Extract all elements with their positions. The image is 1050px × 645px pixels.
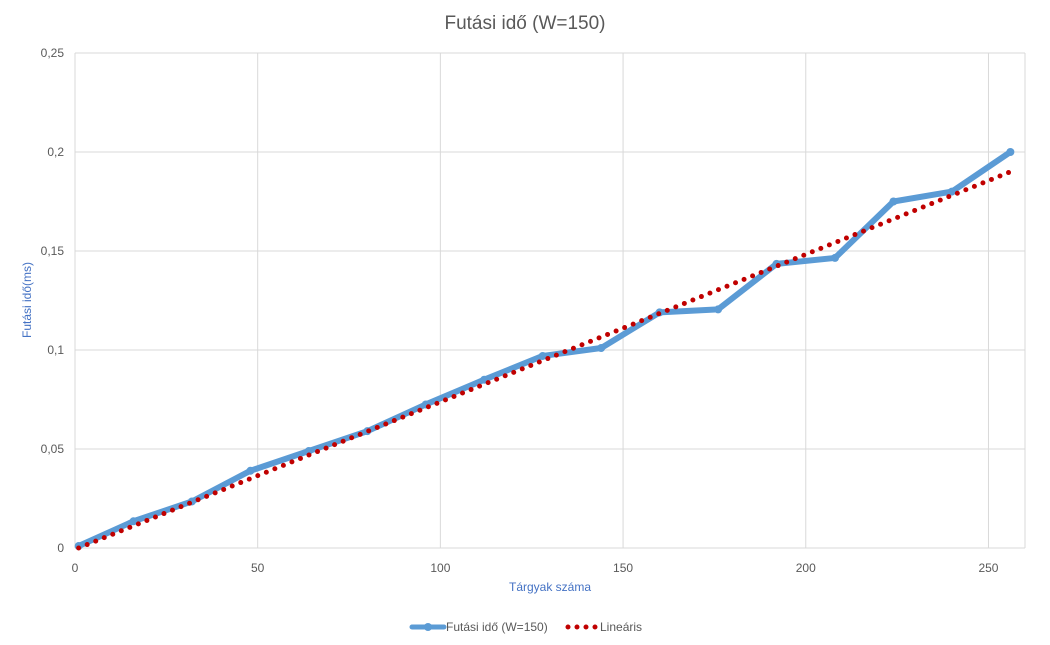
legend-label: Lineáris — [600, 620, 642, 634]
gridlines — [74, 52, 1026, 549]
data-point — [947, 187, 956, 196]
y-tick-label: 0,1 — [47, 343, 64, 357]
data-point — [889, 197, 898, 206]
x-axis-title: Tárgyak száma — [509, 580, 591, 594]
y-tick-label: 0,25 — [41, 46, 65, 60]
y-tick-label: 0 — [57, 541, 64, 555]
legend-label: Futási idő (W=150) — [446, 620, 548, 634]
data-point — [129, 517, 138, 526]
data-point — [304, 446, 313, 455]
axes: 0 0,05 0,1 0,15 0,2 0,25 0 50 100 150 200 250 — [41, 46, 999, 575]
data-point — [1006, 148, 1015, 156]
x-tick-label: 0 — [72, 561, 79, 575]
x-tick-label: 250 — [978, 561, 998, 575]
data-point — [597, 344, 606, 353]
x-tick-label: 100 — [430, 561, 450, 575]
legend: Futási idő (W=150) Lineáris — [409, 620, 642, 634]
x-tick-label: 50 — [251, 561, 265, 575]
x-tick-label: 150 — [613, 561, 633, 575]
data-point — [246, 466, 255, 475]
y-tick-label: 0,05 — [41, 442, 65, 456]
data-point — [538, 351, 547, 360]
legend-point-marker — [424, 623, 432, 631]
data-point — [831, 253, 839, 262]
x-tick-label: 200 — [796, 561, 816, 575]
line-series — [75, 149, 1014, 550]
y-tick-label: 0,15 — [41, 244, 65, 258]
data-point — [714, 305, 723, 314]
y-tick-label: 0,2 — [47, 145, 64, 159]
trendline-series — [76, 169, 1013, 551]
chart-title: Futási idő (W=150) — [444, 13, 605, 34]
y-axis-title: Futási idő(ms) — [20, 262, 34, 338]
series-layer — [74, 148, 1015, 551]
